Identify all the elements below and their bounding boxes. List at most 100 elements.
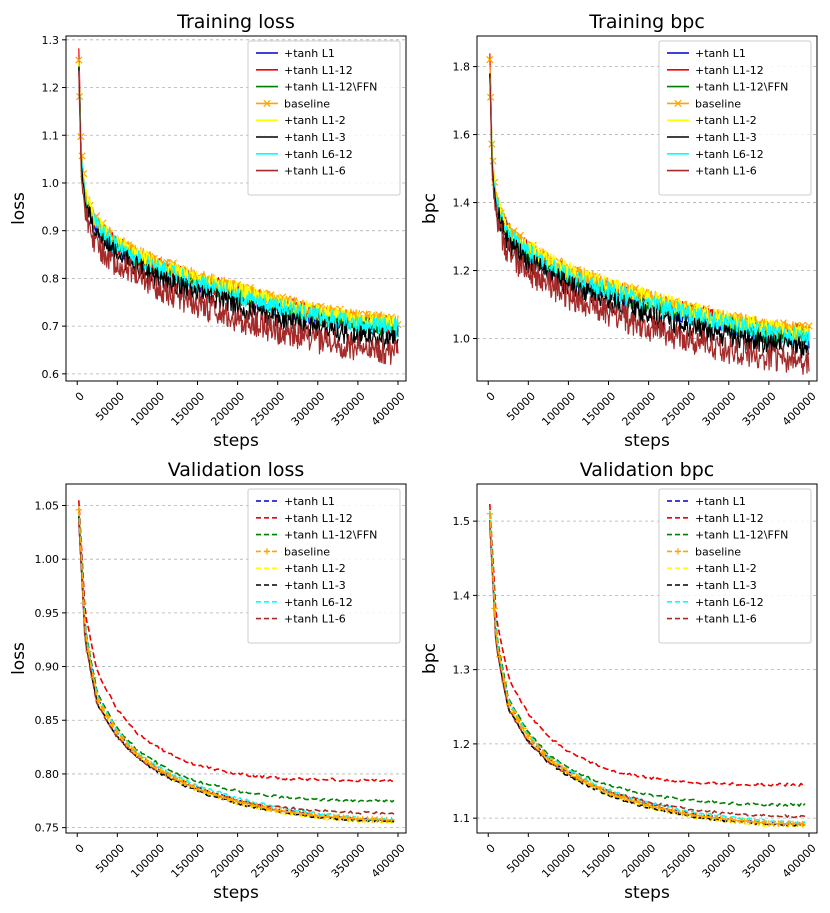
y-tick-label: 1.0 xyxy=(453,333,471,346)
y-tick-label: 0.85 xyxy=(35,714,60,727)
x-tick-label: 400000 xyxy=(780,390,819,429)
series-marker-baseline xyxy=(99,705,107,712)
legend-label-tanh-l1-6: +tanh L1-6 xyxy=(284,613,346,626)
legend-label-tanh-l1-3: +tanh L1-3 xyxy=(695,131,757,144)
series-line-tanh-l1-6 xyxy=(489,77,810,375)
series-marker-baseline xyxy=(90,674,97,681)
training-loss-panel: Training loss 0.6 0.7 0.8 0.9 1.0 1.1 1.2 1.3 0 50… xyxy=(9,11,408,451)
legend-label-tanh-l1-12-ffn: +tanh L1-12\FFN xyxy=(695,81,788,94)
series-marker-baseline xyxy=(205,789,212,796)
legend: +tanh L1 +tanh L1-12 +tanh L1-12\FFN baseli… xyxy=(247,488,401,644)
series-marker-baseline xyxy=(142,757,150,764)
legend-label-tanh-l6-12: +tanh L6-12 xyxy=(695,148,764,161)
legend-label-tanh-l1-2: +tanh L1-2 xyxy=(695,562,757,575)
series-marker-baseline xyxy=(123,740,131,747)
axes-frame xyxy=(476,35,818,382)
legend: +tanh L1 +tanh L1-12 +tanh L1-12\FFN baseli… xyxy=(658,488,812,644)
x-tick-label: 300000 xyxy=(289,842,328,881)
series-line-tanh-l1-2 xyxy=(78,512,395,825)
x-tick-label: 100000 xyxy=(539,390,578,429)
series-marker-baseline xyxy=(282,808,289,815)
series-marker-baseline xyxy=(215,792,222,799)
series-marker-baseline xyxy=(195,786,203,793)
series-marker-baseline xyxy=(621,794,628,802)
y-axis-label: bpc xyxy=(420,193,440,224)
series-line-tanh-l1-12-ffn xyxy=(78,507,395,803)
validation-loss-panel: Validation loss 0.75 0.80 0.85 0.90 0.95 1.00 1… xyxy=(9,459,408,903)
x-tick-label: 0 xyxy=(484,842,498,856)
series-marker-baseline xyxy=(505,701,513,708)
x-tick-label: 350000 xyxy=(740,390,779,429)
x-tick-label: 250000 xyxy=(249,842,288,881)
series-marker-baseline xyxy=(539,749,546,756)
series-marker-baseline xyxy=(171,774,179,782)
validation-bpc-panel: Validation bpc 1.1 1.2 1.3 1.4 1.5 0 50000 10000… xyxy=(420,459,819,903)
series-marker-baseline xyxy=(549,758,556,765)
legend-label-tanh-l1-3: +tanh L1-3 xyxy=(695,579,757,592)
y-tick-label: 1.05 xyxy=(35,499,60,512)
x-tick-label: 250000 xyxy=(660,842,699,881)
series-line-tanh-l1-6 xyxy=(78,70,399,365)
series-marker-baseline xyxy=(248,801,256,809)
series-marker-baseline xyxy=(659,805,667,812)
legend-label-tanh-l1: +tanh L1 xyxy=(695,495,746,508)
series-marker-baseline xyxy=(147,760,155,768)
legend-marker-baseline xyxy=(263,548,271,555)
x-tick-label: 250000 xyxy=(660,390,699,429)
x-tick-label: 50000 xyxy=(504,390,538,424)
x-tick-label: 300000 xyxy=(700,390,739,429)
x-tick-label: 50000 xyxy=(504,842,538,876)
legend-label-tanh-l1-12: +tanh L1-12 xyxy=(284,64,353,77)
series-marker-baseline xyxy=(563,767,571,775)
y-axis-label: loss xyxy=(9,642,29,675)
series-line-tanh-l1-3 xyxy=(489,73,810,359)
chart-title: Validation loss xyxy=(168,459,305,481)
legend-label-baseline: baseline xyxy=(695,545,741,558)
series-marker-baseline xyxy=(157,767,164,774)
legend-label-baseline: baseline xyxy=(284,97,330,110)
series-marker-baseline xyxy=(75,56,83,64)
y-tick-label: 0.80 xyxy=(35,768,60,781)
series-marker-baseline xyxy=(529,738,537,746)
x-tick-label: 0 xyxy=(73,842,87,856)
y-tick-label: 0.9 xyxy=(42,225,60,238)
series-marker-baseline xyxy=(703,813,710,820)
y-tick-label: 1.5 xyxy=(453,515,471,528)
x-tick-label: 350000 xyxy=(740,842,779,881)
y-tick-label: 0.8 xyxy=(42,272,60,285)
series-marker-baseline xyxy=(674,808,681,816)
series-marker-baseline xyxy=(611,791,619,799)
x-axis-label: steps xyxy=(624,883,670,903)
series-marker-baseline xyxy=(80,599,87,607)
series-marker-baseline xyxy=(191,784,198,791)
series-marker-baseline xyxy=(683,810,691,818)
series-marker-baseline xyxy=(707,814,715,821)
series-marker-baseline xyxy=(133,750,140,757)
series-marker-baseline xyxy=(138,754,145,761)
y-tick-label: 1.2 xyxy=(453,738,471,751)
series-marker-baseline xyxy=(799,820,806,828)
legend-label-tanh-l1-2: +tanh L1-2 xyxy=(695,114,757,127)
legend-label-tanh-l1-12-ffn: +tanh L1-12\FFN xyxy=(284,529,377,542)
y-tick-label: 1.8 xyxy=(453,61,471,74)
series-marker-baseline xyxy=(650,803,657,810)
legend-label-tanh-l1-12: +tanh L1-12 xyxy=(695,512,764,525)
legend-marker-baseline xyxy=(674,99,682,108)
training-bpc-panel: Training bpc 1.0 1.2 1.4 1.6 1.8 0 50000 100000 1… xyxy=(420,11,819,451)
series-marker-baseline xyxy=(501,678,508,686)
series-marker-baseline xyxy=(645,802,652,809)
series-marker-baseline xyxy=(679,809,686,817)
series-marker-baseline xyxy=(640,800,647,808)
legend-label-tanh-l1: +tanh L1 xyxy=(284,47,335,60)
y-tick-label: 1.2 xyxy=(453,265,471,278)
series-marker-baseline xyxy=(301,810,309,818)
legend-label-tanh-l6-12: +tanh L6-12 xyxy=(695,596,764,609)
chart-title: Training loss xyxy=(176,11,295,33)
x-tick-label: 0 xyxy=(73,390,87,404)
series-marker-baseline xyxy=(118,735,126,742)
series-marker-baseline xyxy=(669,807,676,815)
series-marker-baseline xyxy=(510,709,518,716)
chart-title: Training bpc xyxy=(588,11,705,33)
legend-box xyxy=(247,40,401,196)
